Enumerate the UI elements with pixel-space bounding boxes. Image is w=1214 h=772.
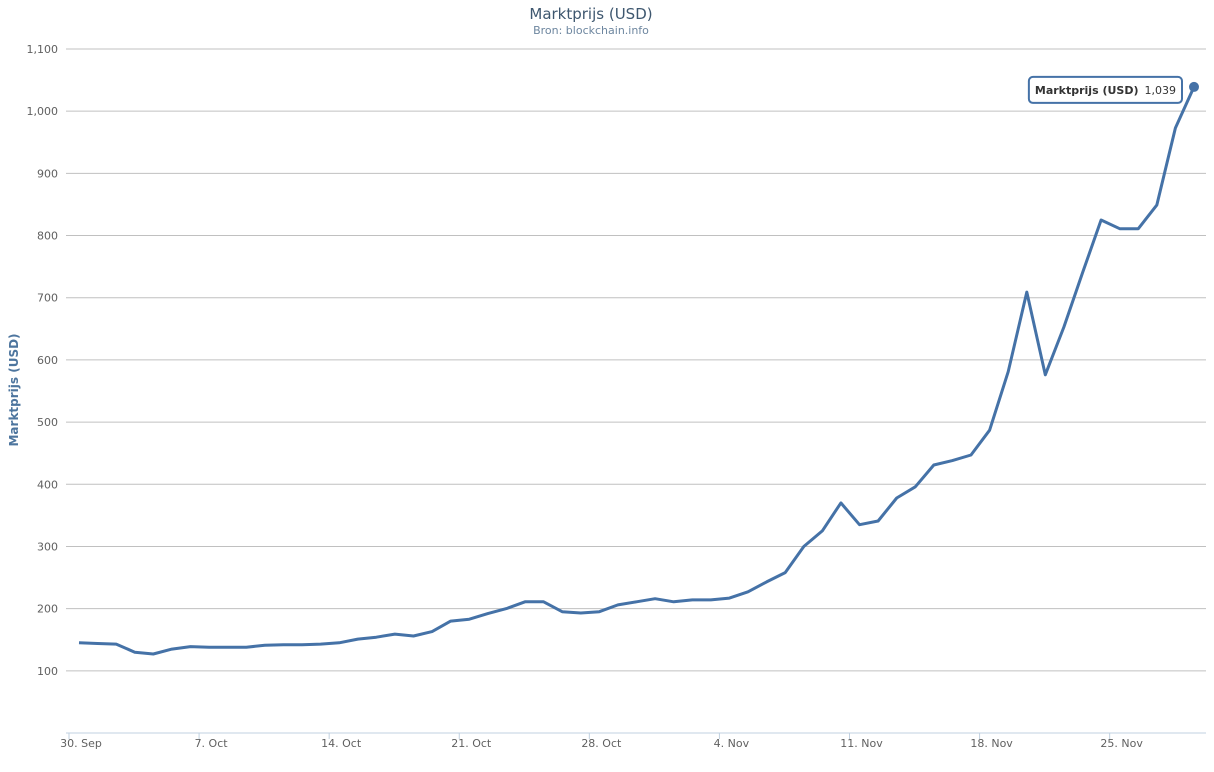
y-tick-label: 700 — [37, 292, 58, 305]
x-tick-label: 25. Nov — [1100, 737, 1143, 750]
chart-subtitle: Bron: blockchain.info — [533, 24, 649, 37]
y-tick-label: 900 — [37, 167, 58, 180]
tooltip-box — [1027, 75, 1183, 104]
chart-title: Marktprijs (USD) — [529, 5, 652, 23]
x-tick-label: 18. Nov — [970, 737, 1013, 750]
line-series — [78, 86, 1196, 656]
tooltip: Marktprijs (USD) 1,039 — [1027, 75, 1183, 104]
x-tick-label: 21. Oct — [451, 737, 492, 750]
x-tick-label: 28. Oct — [581, 737, 622, 750]
x-tick-label: 11. Nov — [840, 737, 883, 750]
hover-point — [1189, 81, 1199, 92]
y-tick-label: 300 — [37, 540, 58, 553]
y-tick-label: 100 — [37, 665, 58, 678]
y-tick-label: 500 — [37, 416, 58, 429]
y-tick-label: 400 — [37, 478, 58, 491]
tooltip-text: Marktprijs (USD) 1,039 — [1035, 84, 1176, 97]
x-tick-label: 30. Sep — [60, 737, 102, 750]
y-tick-label: 600 — [37, 354, 58, 367]
y-tick-label: 1,100 — [27, 43, 59, 56]
x-tick-label: 14. Oct — [321, 737, 362, 750]
y-tick-label: 200 — [37, 603, 58, 616]
x-tick-label: 4. Nov — [714, 737, 750, 750]
y-tick-label: 1,000 — [27, 105, 59, 118]
x-tick-label: 7. Oct — [195, 737, 229, 750]
y-axis-title: Marktprijs (USD) — [7, 333, 21, 446]
tooltip-value: 1,039 — [1145, 84, 1177, 97]
y-tick-label: 800 — [37, 230, 58, 243]
tooltip-series-name: Marktprijs (USD) — [1035, 84, 1139, 97]
